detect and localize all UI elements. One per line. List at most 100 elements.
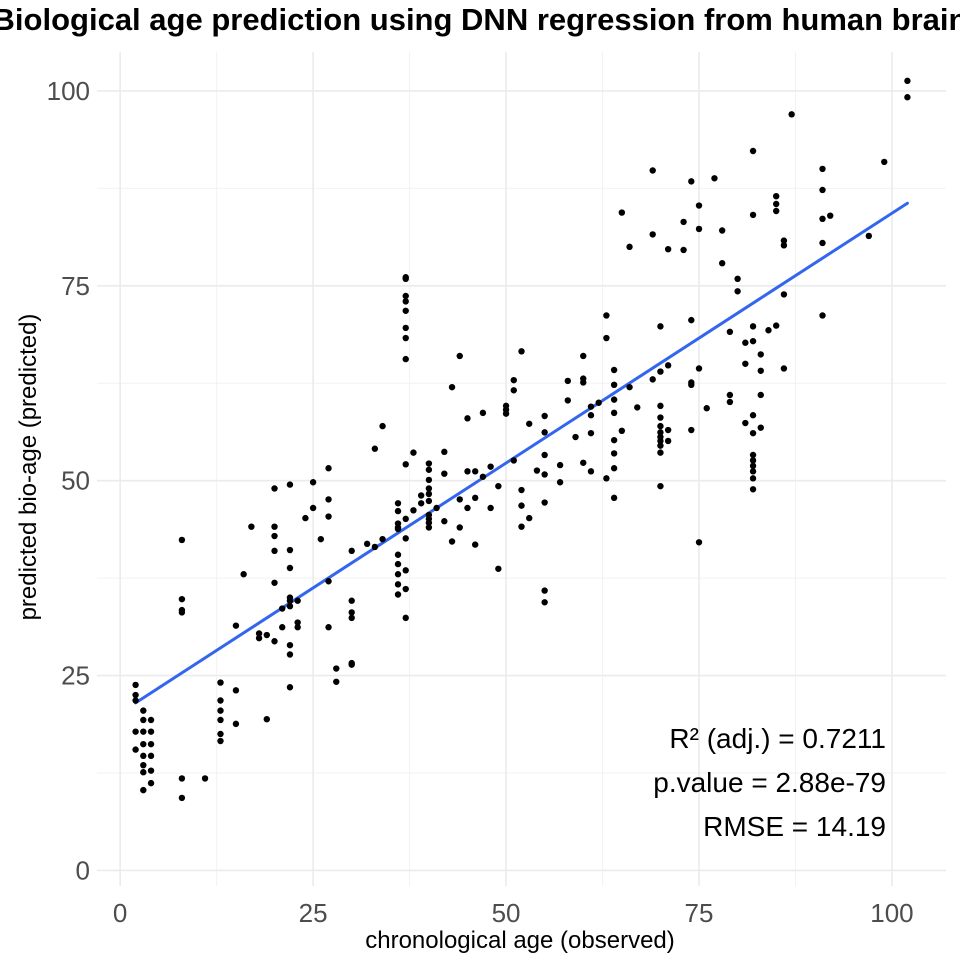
data-point: [541, 471, 548, 478]
y-tick-label: 75: [61, 271, 90, 301]
data-point: [587, 403, 595, 410]
data-point: [263, 631, 270, 639]
data-point: [425, 524, 433, 531]
data-point: [348, 597, 355, 604]
data-point: [402, 461, 409, 468]
data-point: [294, 619, 301, 626]
data-point: [402, 515, 409, 523]
data-point: [271, 638, 278, 645]
data-point: [147, 728, 155, 735]
data-point: [286, 481, 294, 488]
data-point: [819, 165, 826, 173]
x-tick-label: 25: [299, 898, 328, 928]
data-point: [394, 551, 402, 558]
data-point: [819, 186, 826, 194]
data-point: [564, 397, 572, 404]
data-point: [749, 211, 757, 219]
data-point: [780, 291, 788, 298]
data-point: [610, 396, 618, 403]
data-point: [780, 237, 788, 244]
data-point: [618, 209, 626, 216]
data-point: [286, 597, 294, 604]
data-point: [502, 410, 510, 417]
data-point: [178, 595, 186, 603]
data-point: [279, 624, 286, 631]
chart-title: Biological age prediction using DNN regr…: [0, 2, 960, 37]
data-point: [757, 351, 764, 358]
data-point: [773, 207, 780, 215]
data-point: [657, 437, 664, 445]
data-point: [595, 399, 602, 406]
data-point: [711, 175, 718, 182]
data-point: [286, 564, 294, 572]
data-point: [317, 535, 325, 543]
data-point: [433, 504, 440, 512]
data-point: [286, 684, 294, 691]
data-point: [726, 398, 734, 406]
data-point: [217, 716, 224, 724]
data-point: [664, 437, 672, 445]
regression-line: [134, 201, 909, 705]
data-point: [371, 543, 379, 551]
data-point: [657, 402, 664, 410]
data-point: [140, 752, 147, 760]
data-point: [819, 239, 826, 247]
data-point: [780, 242, 788, 249]
data-point: [603, 334, 610, 342]
data-point: [456, 352, 463, 360]
data-point: [394, 507, 402, 515]
data-point: [402, 614, 409, 622]
data-point: [526, 514, 533, 522]
data-point: [309, 504, 317, 512]
data-point: [402, 535, 409, 542]
data-point: [680, 218, 687, 226]
data-point: [217, 737, 224, 745]
data-point: [657, 414, 664, 421]
data-point: [718, 227, 726, 234]
data-point: [263, 716, 270, 723]
data-point: [425, 519, 433, 526]
data-point: [217, 679, 224, 686]
data-point: [610, 494, 618, 502]
data-point: [217, 730, 224, 738]
data-point: [232, 687, 240, 694]
y-axis-ticks: 0 25 50 75 100: [47, 76, 90, 885]
data-point: [688, 178, 695, 185]
y-tick-label: 50: [61, 466, 90, 496]
data-point: [394, 560, 402, 568]
data-point: [132, 746, 139, 753]
data-point: [379, 535, 386, 543]
data-point: [610, 381, 618, 389]
data-point: [587, 468, 595, 475]
data-point: [479, 473, 487, 480]
data-point: [819, 215, 826, 222]
data-point: [757, 391, 764, 399]
data-point: [147, 740, 155, 748]
data-point: [580, 379, 587, 386]
data-point: [657, 482, 664, 490]
data-point: [510, 457, 517, 464]
data-point: [541, 451, 548, 459]
data-point: [865, 232, 873, 240]
data-point: [510, 376, 517, 384]
data-point: [610, 409, 618, 417]
p-value-annotation: p.value = 2.88e-79: [653, 767, 886, 798]
data-point: [518, 486, 525, 494]
data-point: [749, 429, 757, 437]
data-point: [402, 292, 409, 300]
data-point: [271, 523, 278, 530]
x-tick-label: 100: [870, 898, 913, 928]
data-point: [217, 697, 224, 704]
data-point: [487, 463, 494, 470]
data-point: [649, 231, 656, 238]
data-point: [657, 368, 664, 375]
data-point: [402, 355, 409, 363]
y-tick-label: 0: [76, 855, 90, 885]
data-point: [495, 565, 502, 572]
data-point: [749, 451, 757, 459]
data-point: [626, 383, 633, 391]
data-point: [325, 513, 332, 520]
data-point: [425, 476, 433, 484]
data-point: [695, 539, 703, 546]
